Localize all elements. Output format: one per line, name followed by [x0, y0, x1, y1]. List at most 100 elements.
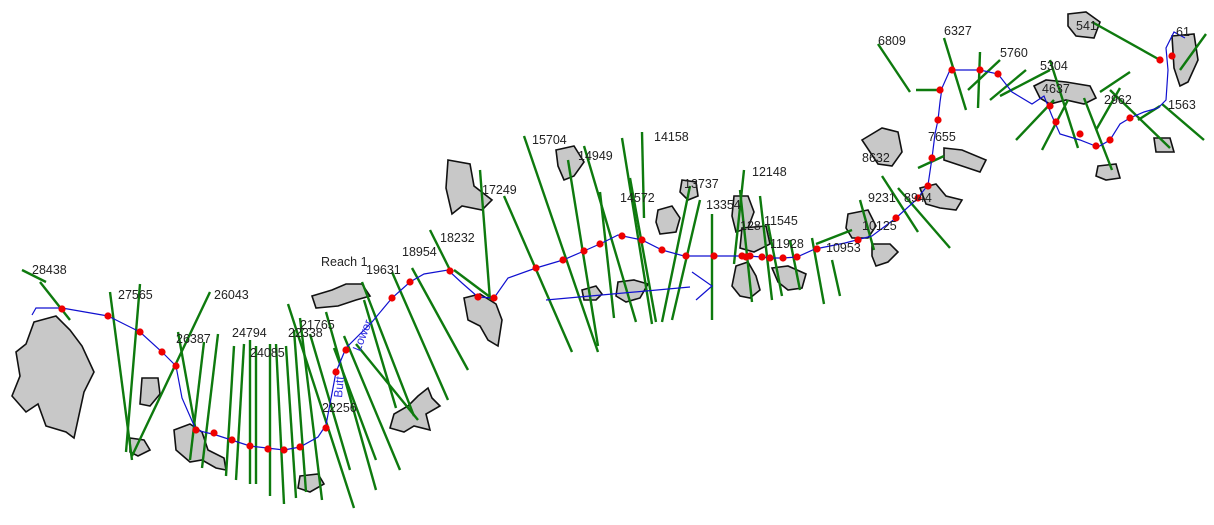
station-label: 1563	[1168, 98, 1196, 112]
cross-section-line-18	[286, 303, 356, 509]
storage-area-polygon-27	[581, 285, 604, 301]
station-label: 14572	[620, 191, 655, 205]
cross-section-line-4	[124, 283, 142, 453]
station-label: 18954	[402, 245, 437, 259]
storage-area-polygons	[11, 11, 1199, 493]
xs-node-10	[264, 445, 272, 453]
cross-section-line-40	[670, 199, 702, 321]
station-label: 11545	[764, 214, 798, 228]
station-label: 17249	[482, 183, 517, 197]
xs-node-37	[813, 245, 821, 253]
xs-node-7	[210, 429, 218, 437]
station-label: 22256	[322, 401, 357, 415]
storage-area-polygon-18	[918, 183, 964, 211]
xs-node-29	[710, 252, 718, 260]
xs-node-35	[779, 254, 787, 262]
cross-section-nodes	[58, 52, 1176, 454]
xs-node-42	[928, 154, 936, 162]
cross-section-line-25	[360, 281, 416, 417]
xs-node-33	[758, 253, 766, 261]
cross-section-line-2	[21, 268, 47, 284]
xs-node-48	[1046, 102, 1054, 110]
xs-node-2	[104, 312, 112, 320]
xs-node-38	[854, 236, 862, 244]
xs-node-9	[246, 442, 254, 450]
xs-node-23	[580, 247, 588, 255]
xs-node-34	[766, 254, 774, 262]
xs-node-46	[976, 66, 984, 74]
cross-section-line-14	[274, 343, 286, 505]
cross-section-line-26	[390, 271, 450, 401]
cross-section-line-54	[877, 43, 911, 93]
xs-node-5	[172, 362, 180, 370]
station-label: 541	[1076, 19, 1097, 33]
storage-area-polygon-3	[310, 283, 372, 309]
station-label: 13737	[684, 177, 719, 191]
storage-area-polygon-19	[943, 147, 988, 173]
xs-node-14	[332, 368, 340, 376]
river-name-label: Lower	[350, 318, 375, 354]
xs-node-13	[322, 424, 330, 432]
xs-node-22	[559, 256, 567, 264]
xs-node-50	[1076, 130, 1084, 138]
station-label: 26387	[176, 332, 211, 346]
storage-area-polygon-10	[555, 145, 585, 182]
cross-section-line-9	[224, 345, 236, 477]
station-label: 61	[1176, 25, 1190, 39]
station-label: 5760	[1000, 46, 1028, 60]
cross-section-line-67	[1091, 20, 1161, 62]
cross-section-line-21	[332, 347, 378, 461]
cross-section-line-48	[830, 259, 842, 297]
xs-node-6	[192, 426, 200, 434]
xs-node-1	[58, 305, 66, 313]
storage-area-polygon-7	[139, 377, 161, 407]
xs-node-55	[1168, 52, 1176, 60]
cross-section-line-41	[732, 169, 746, 265]
cross-section-line-65	[1099, 71, 1131, 93]
station-label: 22338	[288, 326, 323, 340]
xs-node-27	[658, 246, 666, 254]
xs-node-45	[948, 66, 956, 74]
station-label: 10953	[826, 241, 861, 255]
station-label: 19631	[366, 263, 401, 277]
xs-node-41	[924, 182, 932, 190]
xs-node-12	[296, 443, 304, 451]
station-label: 7655	[928, 130, 956, 144]
cross-section-line-7	[188, 341, 206, 461]
station-label: 12148	[752, 165, 787, 179]
xs-node-4	[158, 348, 166, 356]
cross-section-line-10	[234, 343, 246, 481]
cross-section-line-43	[738, 189, 754, 303]
cross-section-line-15	[284, 345, 298, 499]
xs-node-20	[490, 294, 498, 302]
cross-section-line-22	[342, 335, 402, 471]
storage-area-polygon-4	[463, 293, 503, 348]
xs-node-36	[793, 253, 801, 261]
station-label: 11928	[770, 237, 804, 251]
cross-section-line-37	[628, 177, 658, 323]
xs-node-39	[892, 214, 900, 222]
cross-section-line-50	[858, 199, 876, 251]
xs-node-16	[388, 294, 396, 302]
cross-section-line-38	[640, 131, 646, 219]
xs-node-43	[934, 116, 942, 124]
cross-section-line-17	[298, 317, 324, 501]
xs-node-3	[136, 328, 144, 336]
storage-area-polygon-26	[1153, 137, 1176, 153]
station-label: 14949	[578, 149, 613, 163]
xs-node-51	[1092, 142, 1100, 150]
xs-node-49	[1052, 118, 1060, 126]
xs-node-21	[532, 264, 540, 272]
cross-section-line-51	[897, 187, 951, 249]
cross-section-line-59	[976, 51, 982, 109]
storage-area-polygon-25	[1095, 163, 1122, 181]
cross-section-line-1	[39, 281, 71, 321]
xs-node-40	[914, 194, 922, 202]
cross-section-line-58	[989, 69, 1027, 101]
cross-section-line-45	[766, 223, 784, 297]
xs-node-8	[228, 436, 236, 444]
xs-node-11	[280, 446, 288, 454]
cross-section-line-36	[598, 191, 616, 319]
station-label: 14158	[654, 130, 689, 144]
station-label: 8944	[904, 191, 932, 205]
